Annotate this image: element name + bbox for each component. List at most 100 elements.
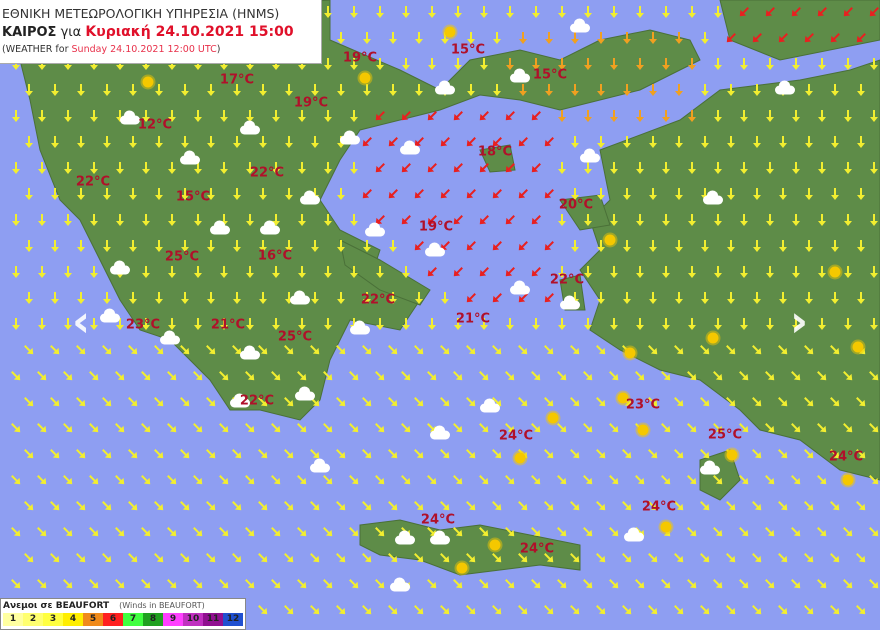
wind-arrow-icon	[804, 345, 814, 355]
wind-arrow-icon	[63, 423, 73, 433]
wind-arrow-icon	[726, 33, 736, 43]
wind-arrow-icon	[141, 371, 151, 381]
wind-arrow-icon	[831, 84, 839, 96]
wind-arrow-icon	[441, 292, 449, 304]
wind-arrow-icon	[701, 84, 709, 96]
prev-arrow-button[interactable]: ‹	[72, 296, 91, 347]
wind-arrow-icon	[467, 84, 475, 96]
wind-arrow-icon	[870, 214, 878, 226]
wind-arrow-icon	[545, 84, 553, 96]
wind-arrow-icon	[89, 423, 99, 433]
wind-arrow-icon	[129, 84, 137, 96]
beaufort-level-3: 3	[43, 613, 63, 626]
wind-arrow-icon	[584, 58, 592, 70]
wind-arrow-icon	[492, 501, 502, 511]
temperature-label: 19°C	[342, 50, 378, 66]
wind-arrow-icon	[90, 318, 98, 330]
wind-arrow-icon	[570, 501, 580, 511]
cloud-icon	[160, 330, 180, 345]
wind-arrow-icon	[454, 6, 462, 18]
wind-arrow-icon	[636, 6, 644, 18]
wind-arrow-icon	[168, 110, 176, 122]
wind-arrow-icon	[349, 423, 359, 433]
wind-arrow-icon	[336, 553, 346, 563]
wind-arrow-icon	[350, 6, 358, 18]
wind-arrow-icon	[180, 553, 190, 563]
wind-arrow-icon	[687, 475, 697, 485]
wind-arrow-icon	[259, 240, 267, 252]
wind-arrow-icon	[700, 397, 710, 407]
wind-arrow-icon	[37, 371, 47, 381]
wind-arrow-icon	[700, 345, 710, 355]
wind-arrow-icon	[271, 475, 281, 485]
wind-arrow-icon	[219, 475, 229, 485]
wind-arrow-icon	[869, 527, 879, 537]
wind-arrow-icon	[571, 84, 579, 96]
wind-arrow-icon	[428, 6, 436, 18]
wind-arrow-icon	[233, 240, 241, 252]
wind-arrow-icon	[63, 371, 73, 381]
wind-arrow-icon	[688, 266, 696, 278]
wind-arrow-icon	[310, 449, 320, 459]
wind-arrow-icon	[740, 318, 748, 330]
wind-arrow-icon	[362, 189, 372, 199]
cloud-icon	[703, 190, 723, 205]
wind-arrow-icon	[272, 266, 280, 278]
wind-arrow-icon	[467, 32, 475, 44]
wind-arrow-icon	[246, 162, 254, 174]
wind-arrow-icon	[427, 371, 437, 381]
wind-arrow-icon	[440, 345, 450, 355]
wind-arrow-icon	[649, 136, 657, 148]
wind-arrow-icon	[662, 214, 670, 226]
wind-arrow-icon	[869, 475, 879, 485]
wind-arrow-icon	[245, 579, 255, 589]
wind-arrow-icon	[531, 111, 541, 121]
temperature-label: 24°C	[519, 541, 555, 557]
wind-arrow-icon	[518, 293, 528, 303]
wind-arrow-icon	[869, 579, 879, 589]
wind-arrow-icon	[402, 58, 410, 70]
wind-arrow-icon	[116, 214, 124, 226]
wind-arrow-icon	[51, 240, 59, 252]
forecast-date-en: Sunday 24.10.2021 12:00 UTC	[71, 44, 217, 55]
cloud-icon	[624, 527, 644, 542]
wind-arrow-icon	[805, 84, 813, 96]
wind-arrow-icon	[531, 475, 541, 485]
wind-arrow-icon	[89, 475, 99, 485]
wind-arrow-icon	[583, 371, 593, 381]
wind-arrow-icon	[323, 579, 333, 589]
next-arrow-button[interactable]: ›	[790, 296, 809, 347]
wind-arrow-icon	[50, 345, 60, 355]
wind-arrow-icon	[115, 527, 125, 537]
wind-arrow-icon	[11, 475, 21, 485]
wind-arrow-icon	[584, 318, 592, 330]
wind-arrow-icon	[453, 579, 463, 589]
wind-arrow-icon	[558, 266, 566, 278]
wind-arrow-icon	[128, 501, 138, 511]
wind-arrow-icon	[830, 33, 840, 43]
wind-arrow-icon	[649, 188, 657, 200]
wind-arrow-icon	[245, 527, 255, 537]
sun-icon	[829, 266, 841, 278]
header-panel: ΕΘΝΙΚΗ ΜΕΤΕΩΡΟΛΟΓΙΚΗ ΥΠΗΡΕΣΙΑ (HNMS) ΚΑΙ…	[0, 0, 322, 64]
wind-arrow-icon	[324, 214, 332, 226]
wind-arrow-icon	[610, 266, 618, 278]
wind-arrow-icon	[324, 6, 332, 18]
wind-arrow-icon	[648, 397, 658, 407]
wind-arrow-icon	[844, 162, 852, 174]
wind-arrow-icon	[779, 240, 787, 252]
wind-arrow-icon	[414, 501, 424, 511]
wind-arrow-icon	[206, 449, 216, 459]
wind-arrow-icon	[24, 553, 34, 563]
wind-arrow-icon	[232, 553, 242, 563]
wind-arrow-icon	[713, 527, 723, 537]
wind-arrow-icon	[24, 501, 34, 511]
wind-arrow-icon	[168, 162, 176, 174]
wind-arrow-icon	[753, 188, 761, 200]
cloud-icon	[340, 130, 360, 145]
wind-arrow-icon	[103, 292, 111, 304]
wind-arrow-icon	[675, 136, 683, 148]
wind-arrow-icon	[870, 266, 878, 278]
wind-arrow-icon	[609, 371, 619, 381]
wind-arrow-icon	[12, 162, 20, 174]
